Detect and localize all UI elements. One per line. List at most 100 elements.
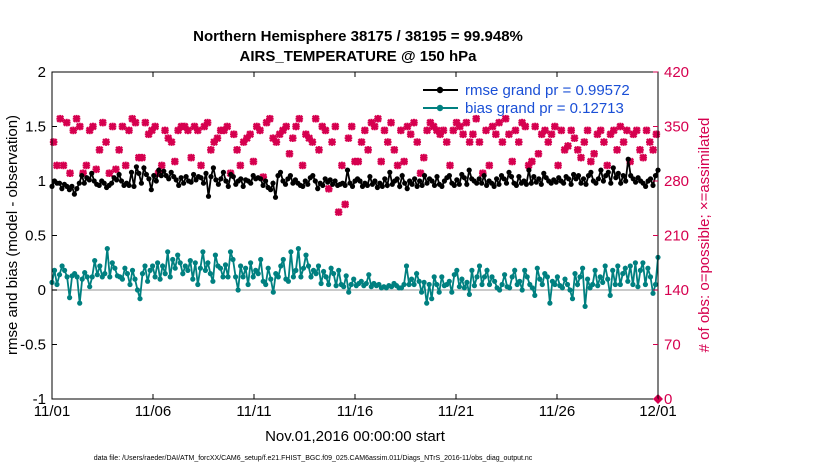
obs-assimilated-marker xyxy=(521,122,530,131)
obs-assimilated-marker xyxy=(184,126,192,135)
bias-series-point xyxy=(250,274,256,280)
rmse-series-point xyxy=(210,165,216,171)
rmse-series-point xyxy=(424,180,430,186)
chart-title: Northern Hemisphere 38175 / 38195 = 99.9… xyxy=(193,28,523,45)
rmse-series-point xyxy=(56,180,63,186)
obs-assimilated-marker xyxy=(475,138,484,146)
rmse-series-point xyxy=(516,174,522,180)
rmse-series-point xyxy=(553,179,559,185)
bias-series-point xyxy=(268,276,274,282)
obs-assimilated-marker xyxy=(315,146,323,154)
rmse-series-point xyxy=(561,180,567,186)
rmse-series-point xyxy=(287,173,293,179)
bias-series-point xyxy=(321,268,327,275)
rmse-series-point xyxy=(158,173,164,179)
bias-series-point xyxy=(610,267,616,273)
obs-assimilated-marker xyxy=(56,114,65,123)
rmse-series-point xyxy=(89,170,95,176)
obs-assimilated-marker xyxy=(377,157,386,166)
rmse-series-point xyxy=(59,186,65,192)
obs-assimilated-marker xyxy=(501,114,510,123)
rmse-series-point xyxy=(625,156,631,162)
obs-assimilated-marker xyxy=(49,138,58,146)
bias-series-point xyxy=(139,271,146,277)
rmse-series-point xyxy=(181,180,187,186)
bias-series-point xyxy=(142,263,148,269)
obs-assimilated-marker xyxy=(167,138,176,146)
bias-series-point xyxy=(185,267,191,273)
obs-assimilated-marker xyxy=(347,122,356,131)
obs-assimilated-marker xyxy=(508,157,517,166)
bias-series-point xyxy=(652,281,659,288)
svg-text:bias grand pr = 0.12713: bias grand pr = 0.12713 xyxy=(465,100,624,117)
rmse-series-point xyxy=(300,183,306,189)
bias-series-point xyxy=(567,287,573,293)
bias-series-point xyxy=(411,281,417,288)
obs-assimilated-marker xyxy=(623,126,631,135)
bias-series-point xyxy=(439,274,445,280)
rmse-series-point xyxy=(270,180,276,186)
obs-assimilated-marker xyxy=(193,126,202,135)
obs-assimilated-marker xyxy=(308,138,317,146)
rmse-series-point xyxy=(138,180,144,186)
rmse-series-point xyxy=(414,183,420,189)
obs-assimilated-marker xyxy=(547,130,556,139)
rmse-series-point xyxy=(191,171,197,178)
rmse-series-point xyxy=(613,175,619,181)
bias-series-point xyxy=(486,281,493,288)
rmse-series-point xyxy=(357,178,363,184)
rmse-series-point xyxy=(451,182,457,188)
rmse-series-point xyxy=(494,176,500,182)
rmse-series-point xyxy=(526,167,532,173)
obs-assimilated-marker xyxy=(469,130,477,139)
rmse-series-point xyxy=(402,180,408,186)
bias-series-point xyxy=(597,274,603,280)
obs-assimilated-marker xyxy=(118,122,127,131)
bias-series-point xyxy=(580,265,586,271)
obs-assimilated-marker xyxy=(53,161,61,170)
y-tick-label: 2 xyxy=(38,64,46,81)
bias-series-point xyxy=(562,276,568,282)
rmse-series-point xyxy=(220,169,226,175)
bias-series-point xyxy=(348,281,354,288)
obs-assimilated-marker xyxy=(514,138,523,146)
rmse-series-point xyxy=(456,181,462,187)
obs-assimilated-marker xyxy=(197,161,205,170)
rmse-series-point xyxy=(81,180,87,186)
rmse-series-point xyxy=(342,182,348,188)
rmse-series-point xyxy=(248,180,254,186)
rmse-series-point xyxy=(96,182,102,188)
obs-assimilated-marker xyxy=(98,118,107,127)
obs-assimilated-marker xyxy=(203,118,212,127)
bias-series-point xyxy=(263,281,269,288)
bias-series-point xyxy=(230,256,236,263)
obs-assimilated-marker xyxy=(590,149,598,158)
rmse-series-point xyxy=(178,175,184,181)
x-tick-label: 11/11 xyxy=(236,403,271,420)
obs-assimilated-marker xyxy=(105,169,114,178)
rmse-series-point xyxy=(382,176,388,182)
bias-series-point xyxy=(647,274,654,280)
bias-series-point xyxy=(190,276,196,282)
bias-series-point xyxy=(79,276,85,282)
obs-assimilated-marker xyxy=(328,138,336,146)
bias-series-point xyxy=(484,267,490,273)
obs-assimilated-marker xyxy=(285,149,294,158)
bias-series-point xyxy=(461,285,467,291)
rmse-series-point xyxy=(575,173,582,179)
bias-series-point xyxy=(574,281,581,288)
rmse-series-point xyxy=(312,178,318,184)
bias-series-point xyxy=(275,274,281,280)
rmse-series-point xyxy=(277,169,284,175)
obs-assimilated-marker xyxy=(580,138,589,146)
bias-series-point xyxy=(270,289,276,295)
rmse-series-point xyxy=(176,182,182,188)
obs-assimilated-marker xyxy=(472,114,481,123)
obs-assimilated-marker xyxy=(596,126,605,135)
bias-series-point xyxy=(622,265,628,271)
bias-series-point xyxy=(617,281,623,288)
obs-assimilated-marker xyxy=(265,114,274,123)
rmse-series-point xyxy=(116,171,122,178)
rmse-series-point xyxy=(484,182,490,188)
